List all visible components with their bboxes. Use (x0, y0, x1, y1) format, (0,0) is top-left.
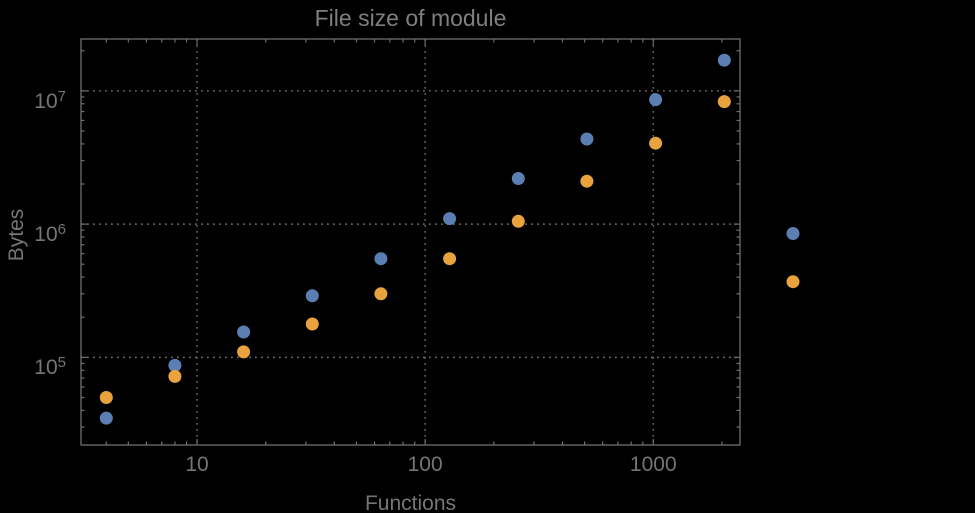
data-point-orange (786, 275, 800, 289)
x-axis-label: Functions (364, 492, 457, 513)
y-tick-label: 105 (34, 354, 66, 380)
data-point-blue (237, 325, 251, 339)
plot-frame (80, 38, 741, 446)
x-tick-label: 100 (407, 453, 443, 476)
data-point-blue (374, 252, 388, 266)
y-tick-label: 106 (34, 221, 66, 247)
data-point-orange (237, 345, 251, 359)
data-point-blue (99, 411, 113, 425)
data-point-blue (786, 227, 800, 240)
data-point-orange (168, 369, 182, 383)
data-point-blue (168, 358, 182, 372)
chart-title: File size of module (314, 5, 507, 31)
data-point-orange (99, 391, 113, 404)
data-point-blue (443, 212, 457, 226)
data-point-orange (443, 252, 457, 266)
x-tick-label: 10 (185, 453, 209, 476)
data-point-blue (649, 93, 663, 107)
data-point-blue (305, 289, 319, 303)
data-point-orange (374, 287, 388, 301)
x-tick-label: 1000 (629, 453, 677, 476)
data-point-orange (649, 136, 663, 150)
data-point-blue (717, 53, 731, 67)
data-point-orange (511, 214, 525, 228)
data-point-blue (511, 172, 525, 185)
data-point-orange (580, 174, 594, 188)
data-point-orange (305, 317, 319, 331)
data-point-orange (717, 95, 731, 109)
data-point-blue (580, 132, 594, 146)
y-tick-label: 107 (34, 87, 66, 113)
